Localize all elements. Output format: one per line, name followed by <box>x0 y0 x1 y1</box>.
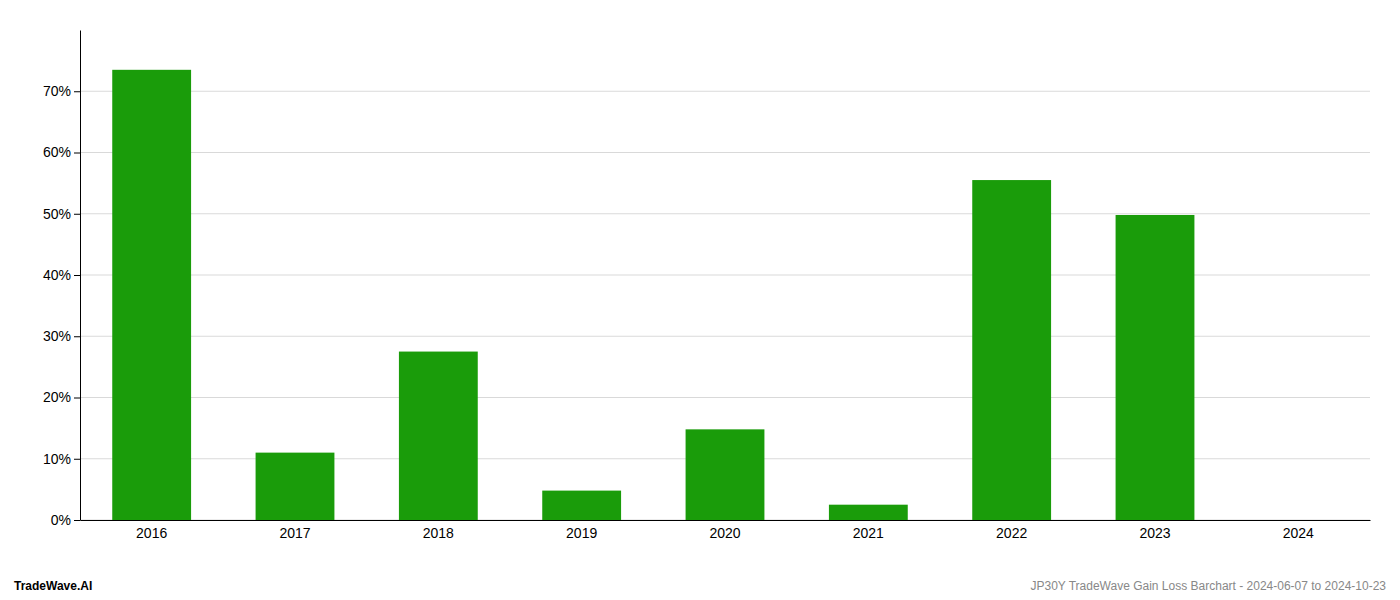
x-tick: 2022 <box>996 525 1027 541</box>
x-axis: 2016 2017 2018 2019 2020 2021 2022 2023 2024 <box>81 521 1371 541</box>
x-tick: 2017 <box>279 525 310 541</box>
y-tick: 60% <box>43 144 80 160</box>
grid-line <box>80 152 1370 153</box>
grid-line <box>80 91 1370 92</box>
plot-area: 0%10%20%30%40%50%60%70%20162017201820192… <box>43 31 1371 541</box>
y-axis-line <box>80 31 81 521</box>
y-tick-mark <box>74 91 80 92</box>
bar <box>829 505 908 520</box>
bar <box>542 491 621 520</box>
bar <box>256 453 335 520</box>
y-tick: 70% <box>43 83 80 99</box>
y-tick-label: 60% <box>43 144 71 160</box>
x-tick-label: 2022 <box>996 525 1027 541</box>
bar <box>686 429 765 520</box>
grid <box>80 91 1370 520</box>
x-tick: 2021 <box>853 525 884 541</box>
y-tick: 20% <box>43 389 80 405</box>
x-tick-label: 2019 <box>566 525 597 541</box>
y-tick: 10% <box>43 451 80 467</box>
y-tick-mark <box>74 275 80 276</box>
y-tick-mark <box>74 459 80 460</box>
footer-text: JP30Y TradeWave Gain Loss Barchart - 202… <box>1030 579 1386 593</box>
x-tick-label: 2024 <box>1283 525 1314 541</box>
x-tick-label: 2021 <box>853 525 884 541</box>
bar <box>399 352 478 520</box>
y-tick-label: 0% <box>51 512 71 528</box>
y-tick-mark <box>74 336 80 337</box>
footer-text: TradeWave.AI <box>14 579 92 593</box>
x-tick: 2023 <box>1139 525 1170 541</box>
y-tick-label: 20% <box>43 389 71 405</box>
x-tick: 2024 <box>1283 525 1314 541</box>
y-tick: 40% <box>43 267 80 283</box>
x-tick: 2019 <box>566 525 597 541</box>
x-tick: 2020 <box>709 525 740 541</box>
y-tick-mark <box>74 214 80 215</box>
x-tick-label: 2016 <box>136 525 167 541</box>
bar <box>112 70 191 520</box>
x-tick: 2018 <box>423 525 454 541</box>
y-tick-mark <box>74 520 80 521</box>
y-tick: 30% <box>43 328 80 344</box>
y-tick-mark <box>74 153 80 154</box>
grid-line <box>80 213 1370 214</box>
bars <box>112 70 1194 520</box>
x-tick-label: 2018 <box>423 525 454 541</box>
y-tick: 0% <box>51 512 80 528</box>
x-tick: 2016 <box>136 525 167 541</box>
y-tick-label: 50% <box>43 206 71 222</box>
bar <box>1116 215 1195 520</box>
y-tick-label: 10% <box>43 451 71 467</box>
y-tick: 50% <box>43 206 80 222</box>
x-tick-label: 2020 <box>709 525 740 541</box>
y-axis: 0% 10% 20% 30% 40% 50% 60% 70% <box>43 31 81 528</box>
chart: 0%10%20%30%40%50%60%70%20162017201820192… <box>0 0 1400 600</box>
x-axis-line <box>81 520 1371 521</box>
y-tick-label: 70% <box>43 83 71 99</box>
y-tick-mark <box>74 398 80 399</box>
bar <box>972 180 1051 520</box>
x-tick-label: 2023 <box>1139 525 1170 541</box>
y-tick-label: 30% <box>43 328 71 344</box>
bar <box>1259 520 1338 521</box>
y-tick-label: 40% <box>43 267 71 283</box>
x-tick-label: 2017 <box>279 525 310 541</box>
